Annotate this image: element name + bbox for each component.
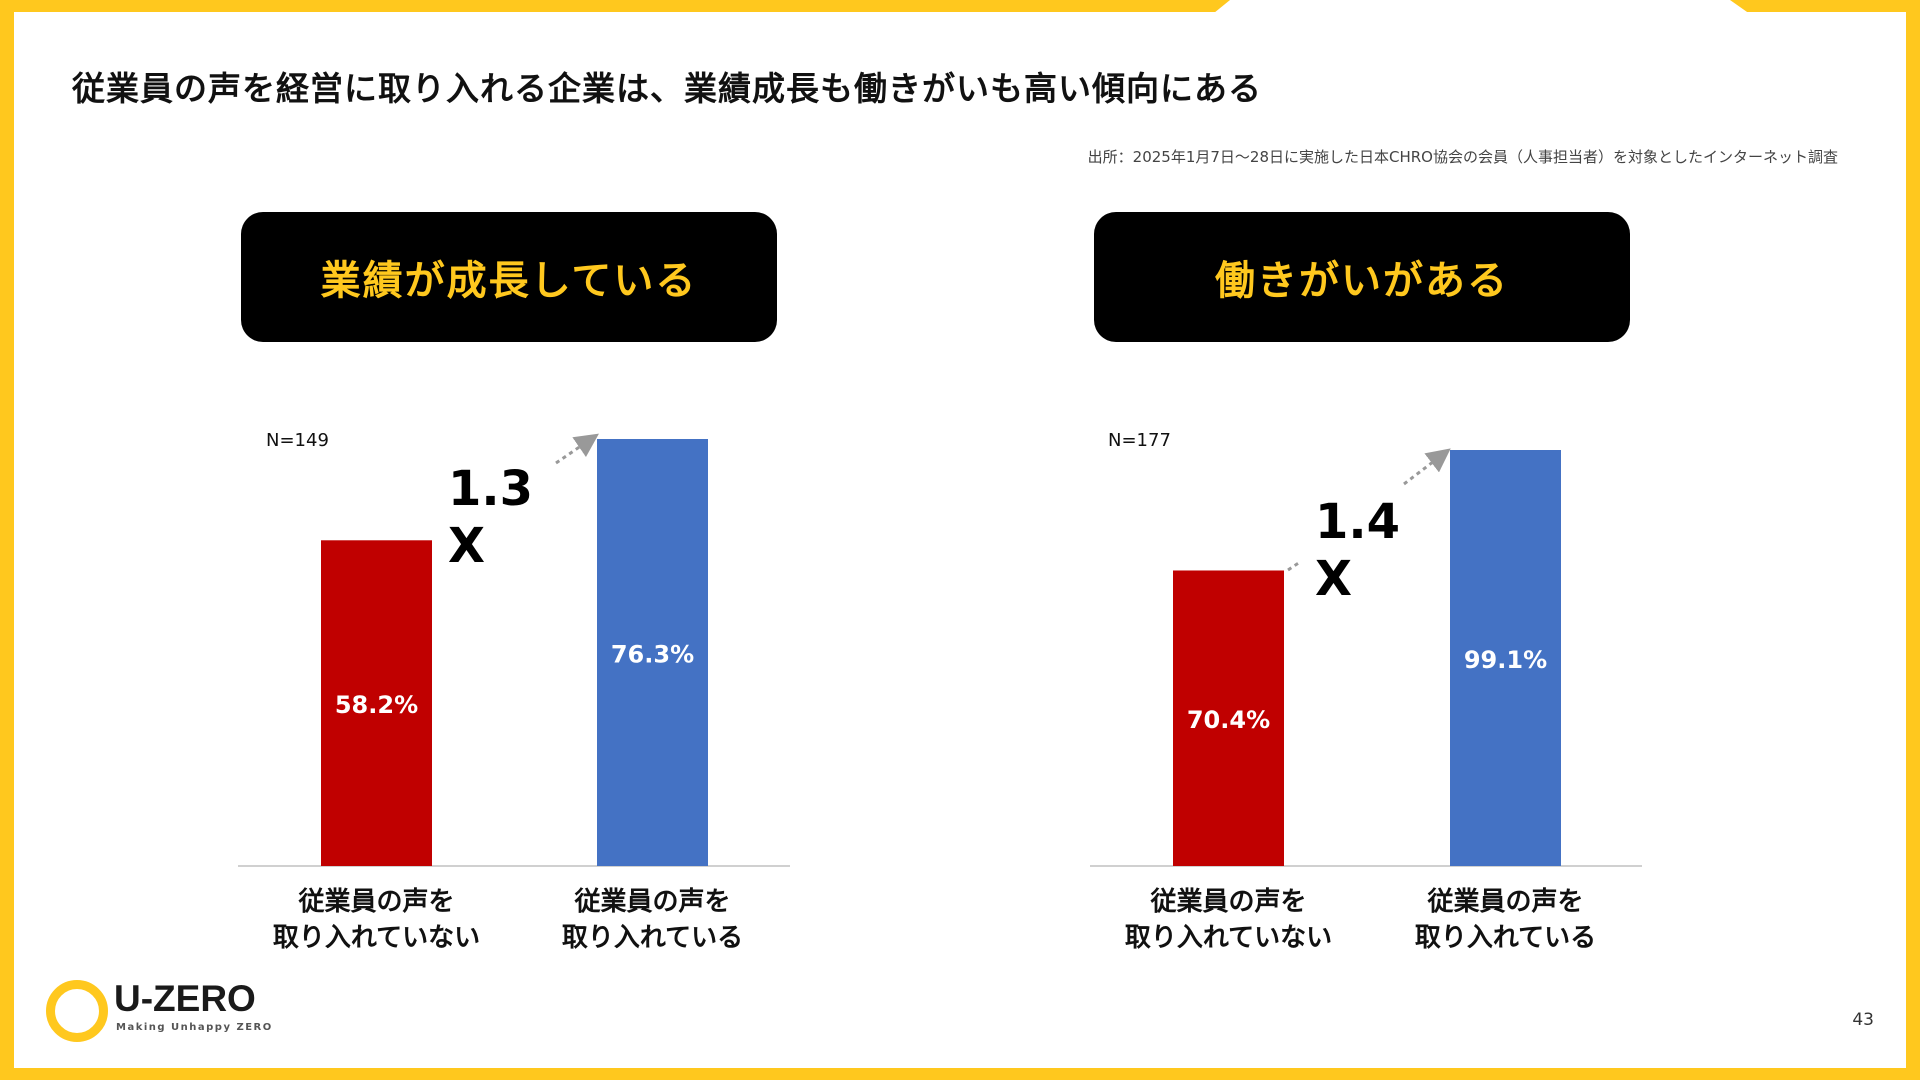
u-zero-logo: U-ZERO Making Unhappy ZERO — [46, 978, 271, 1044]
logo-tagline: Making Unhappy ZERO — [116, 1022, 273, 1033]
chart-1-category-label-1-line-1: 従業員の声を — [297, 887, 454, 917]
chart-2-value-label-1: 70.4% — [1187, 706, 1270, 734]
chart-2-sample-size: N=177 — [1108, 430, 1171, 451]
left-border — [0, 0, 14, 1080]
chart-2-value-label-2: 99.1% — [1464, 646, 1547, 674]
chart-1-heading-box: 業績が成長している — [241, 212, 777, 342]
top-border-left — [0, 0, 1230, 12]
chart-2-category-label-2-line-1: 従業員の声を — [1426, 887, 1583, 917]
chart-1-value-label-2: 76.3% — [611, 641, 694, 669]
right-border — [1906, 0, 1920, 1080]
chart-2-category-label-2-line-2: 取り入れている — [1415, 923, 1596, 953]
chart-1-growth-arrow — [555, 433, 599, 465]
chart-2-heading: 働きがいがある — [1215, 258, 1509, 304]
top-border-right — [1730, 0, 1920, 12]
chart-1-multiplier-line-1: 1.3 — [448, 461, 533, 517]
chart-1-sample-size: N=149 — [266, 430, 329, 451]
chart-1-category-label-1-line-2: 取り入れていない — [273, 923, 480, 953]
chart-2-growth-arrow — [1403, 448, 1451, 486]
source-note: 出所：2025年1月7日〜28日に実施した日本CHRO協会の会員（人事担当者）を… — [1087, 148, 1838, 166]
chart-2-multiplier-line-1: 1.4 — [1315, 494, 1400, 550]
chart-2-bar-2 — [1450, 450, 1561, 866]
chart-1-heading: 業績が成長している — [320, 258, 698, 304]
chart-1-value-label-1: 58.2% — [335, 691, 418, 719]
chart-1-bar-2 — [597, 439, 708, 866]
chart-2-category-label-1-line-1: 従業員の声を — [1149, 887, 1306, 917]
slide-title: 従業員の声を経営に取り入れる企業は、業績成長も働きがいも高い傾向にある — [72, 69, 1262, 108]
logo-ring-icon — [46, 980, 108, 1042]
chart-1-multiplier-line-2: X — [448, 518, 485, 574]
page-number: 43 — [1852, 1010, 1874, 1030]
logo-name: U-ZERO — [114, 978, 256, 1019]
bottom-border — [0, 1068, 1920, 1080]
chart-2-category-label-1-line-2: 取り入れていない — [1125, 923, 1332, 953]
chart-2-heading-box: 働きがいがある — [1094, 212, 1630, 342]
chart-1-category-label-2-line-1: 従業員の声を — [573, 887, 730, 917]
chart-2-arrow-start — [1287, 560, 1301, 572]
chart-1-category-label-2-line-2: 取り入れている — [562, 923, 743, 953]
chart-2-bar-1 — [1173, 570, 1284, 866]
chart-2-multiplier-line-2: X — [1315, 551, 1352, 607]
chart-1-bar-1 — [321, 540, 432, 866]
